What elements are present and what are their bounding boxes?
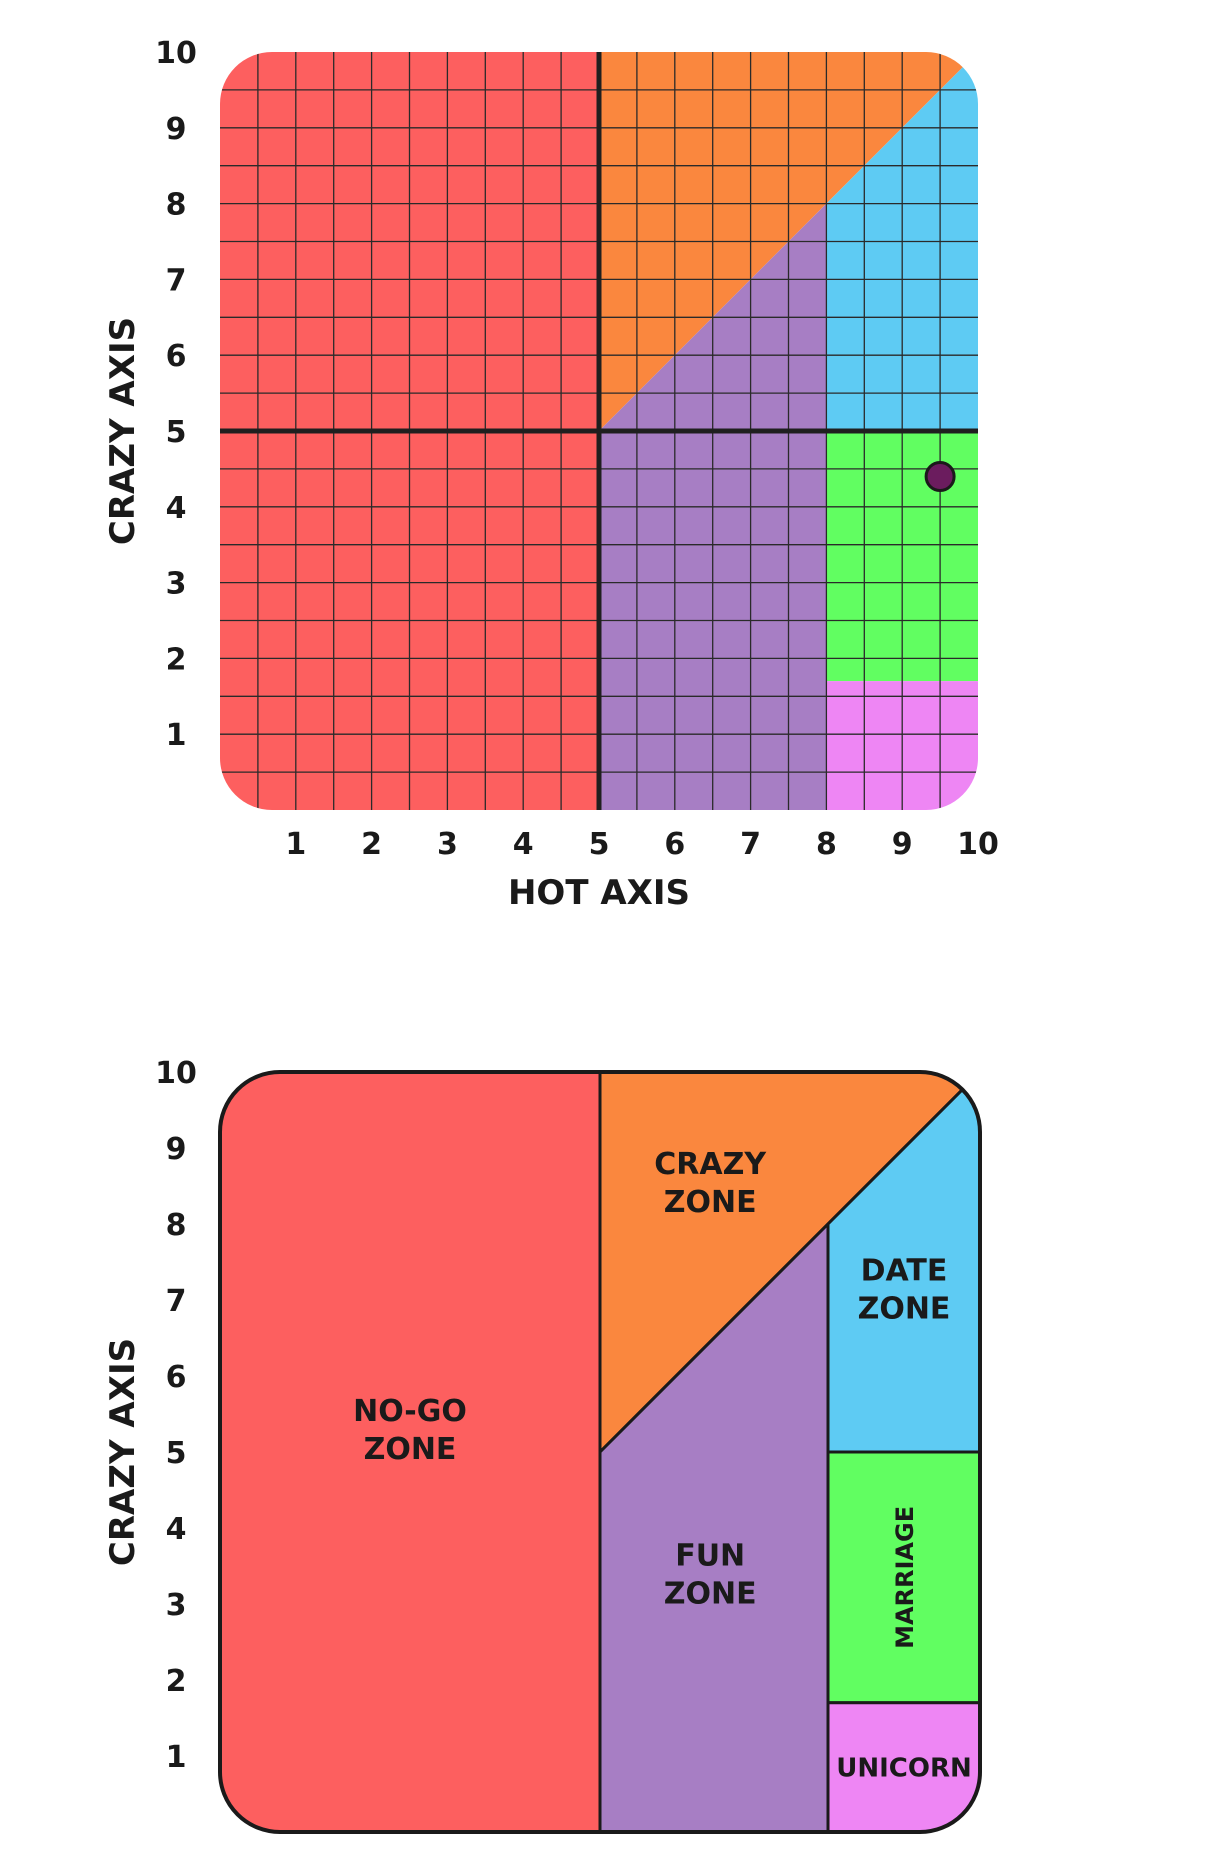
x-axis-label: HOT AXIS [508,873,690,913]
zone-label-date: ZONE [858,1292,951,1327]
y-tick-label: 1 [166,718,187,753]
y-tick-label: 8 [166,188,187,223]
y-tick-label: 2 [166,1664,187,1699]
y-tick-label: 1 [166,1740,187,1775]
y-tick-label: 10 [155,36,197,71]
y-axis-label: CRAZY AXIS [103,1338,143,1566]
y-tick-label: 7 [166,1284,187,1319]
y-tick-label: 4 [166,491,187,526]
x-tick-label: 8 [816,827,837,862]
y-tick-label: 7 [166,263,187,298]
zone-label-unicorn: UNICORN [836,1753,972,1783]
x-tick-label: 10 [957,827,999,862]
y-tick-label: 3 [166,1588,187,1623]
y-tick-label: 10 [155,1056,197,1091]
zone-label-crazy: ZONE [664,1185,757,1220]
data-point [924,460,956,492]
y-tick-label: 5 [166,415,187,450]
x-tick-label: 2 [361,827,382,862]
x-tick-label: 3 [437,827,458,862]
y-tick-label: 9 [166,112,187,147]
zone-label-no-go: NO-GO [353,1394,467,1429]
zone-label-crazy: CRAZY [654,1147,767,1182]
y-tick-label: 8 [166,1208,187,1243]
y-tick-label: 6 [166,339,187,374]
y-axis-label: CRAZY AXIS [103,317,143,545]
x-tick-label: 4 [513,827,534,862]
zone-unicorn [826,1701,980,1832]
y-tick-label: 2 [166,642,187,677]
zone-label-marriage: MARRIAGE [891,1506,919,1649]
y-tick-label: 3 [166,567,187,602]
zone-label-fun: ZONE [664,1577,757,1612]
zone-no-go [220,1072,602,1832]
x-tick-label: 6 [664,827,685,862]
zone-label-no-go: ZONE [364,1432,457,1467]
x-tick-label: 5 [589,827,610,862]
x-tick-label: 1 [285,827,306,862]
zone-label-fun: FUN [675,1539,745,1574]
y-tick-label: 5 [166,1436,187,1471]
zone-chart: NO-GOZONECRAZYZONEFUNZONEDATEZONEMARRIAG… [103,1056,982,1834]
y-tick-label: 9 [166,1132,187,1167]
x-tick-label: 7 [740,827,761,862]
y-tick-label: 4 [166,1512,187,1547]
plot-area [220,52,978,810]
zone-border [218,1070,982,1834]
y-tick-label: 6 [166,1360,187,1395]
zone-area [220,1072,980,1832]
grid-chart: 1 2 3 4 5 6 7 8 9 10 1 2 3 4 5 6 7 8 9 10 HOT AXIS CRAZY AXIS [103,36,999,913]
zone-label-date: DATE [861,1254,948,1289]
x-tick-label: 9 [892,827,913,862]
